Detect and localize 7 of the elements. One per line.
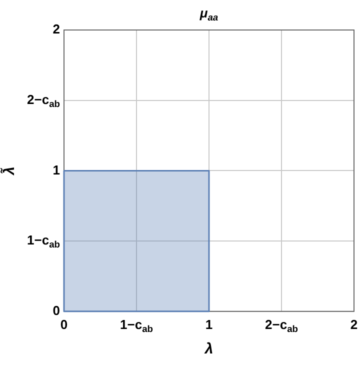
y-tick-label: 2 — [52, 22, 60, 37]
x-tick-label: 1 — [205, 316, 213, 332]
y-tick-label: 0 — [52, 302, 60, 318]
x-axis-title: λ — [204, 340, 214, 358]
y-axis-title: λ̃ — [0, 166, 18, 176]
x-tick-label: 2 — [350, 316, 358, 332]
y-tick-label: 1 — [52, 162, 60, 178]
